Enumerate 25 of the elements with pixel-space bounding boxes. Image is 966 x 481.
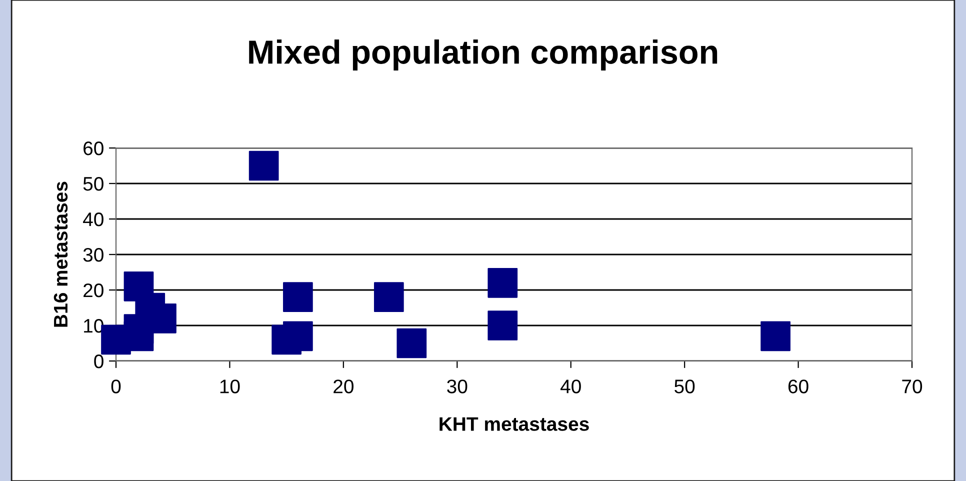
point xyxy=(396,328,427,358)
x-tick-label: 0 xyxy=(111,380,121,394)
y-tick-label: 50 xyxy=(83,176,104,191)
x-tick-label: 20 xyxy=(334,380,354,394)
x-tick-label: 50 xyxy=(674,380,695,394)
y-tick-label: 30 xyxy=(83,248,104,262)
y-tick-label: 20 xyxy=(84,283,104,298)
chart-title: Mixed population comparison xyxy=(249,39,718,71)
y-tick-label: 60 xyxy=(84,141,104,156)
x-axis-title: KHT metastases xyxy=(440,417,589,431)
x-tick-label: 70 xyxy=(902,380,922,394)
y-tick-label: 40 xyxy=(83,212,104,226)
point xyxy=(488,268,518,298)
point xyxy=(760,321,790,352)
point xyxy=(248,150,279,181)
x-tick-label: 60 xyxy=(788,380,808,394)
point xyxy=(374,282,404,312)
point xyxy=(488,310,518,340)
x-tick-label: 30 xyxy=(447,380,468,394)
y-tick-label: 0 xyxy=(94,354,104,368)
x-tick-label: 40 xyxy=(560,380,581,394)
y-axis-title: B16 metastases xyxy=(54,182,68,327)
point xyxy=(283,321,313,352)
point xyxy=(283,282,313,312)
x-tick-label: 10 xyxy=(220,380,240,394)
